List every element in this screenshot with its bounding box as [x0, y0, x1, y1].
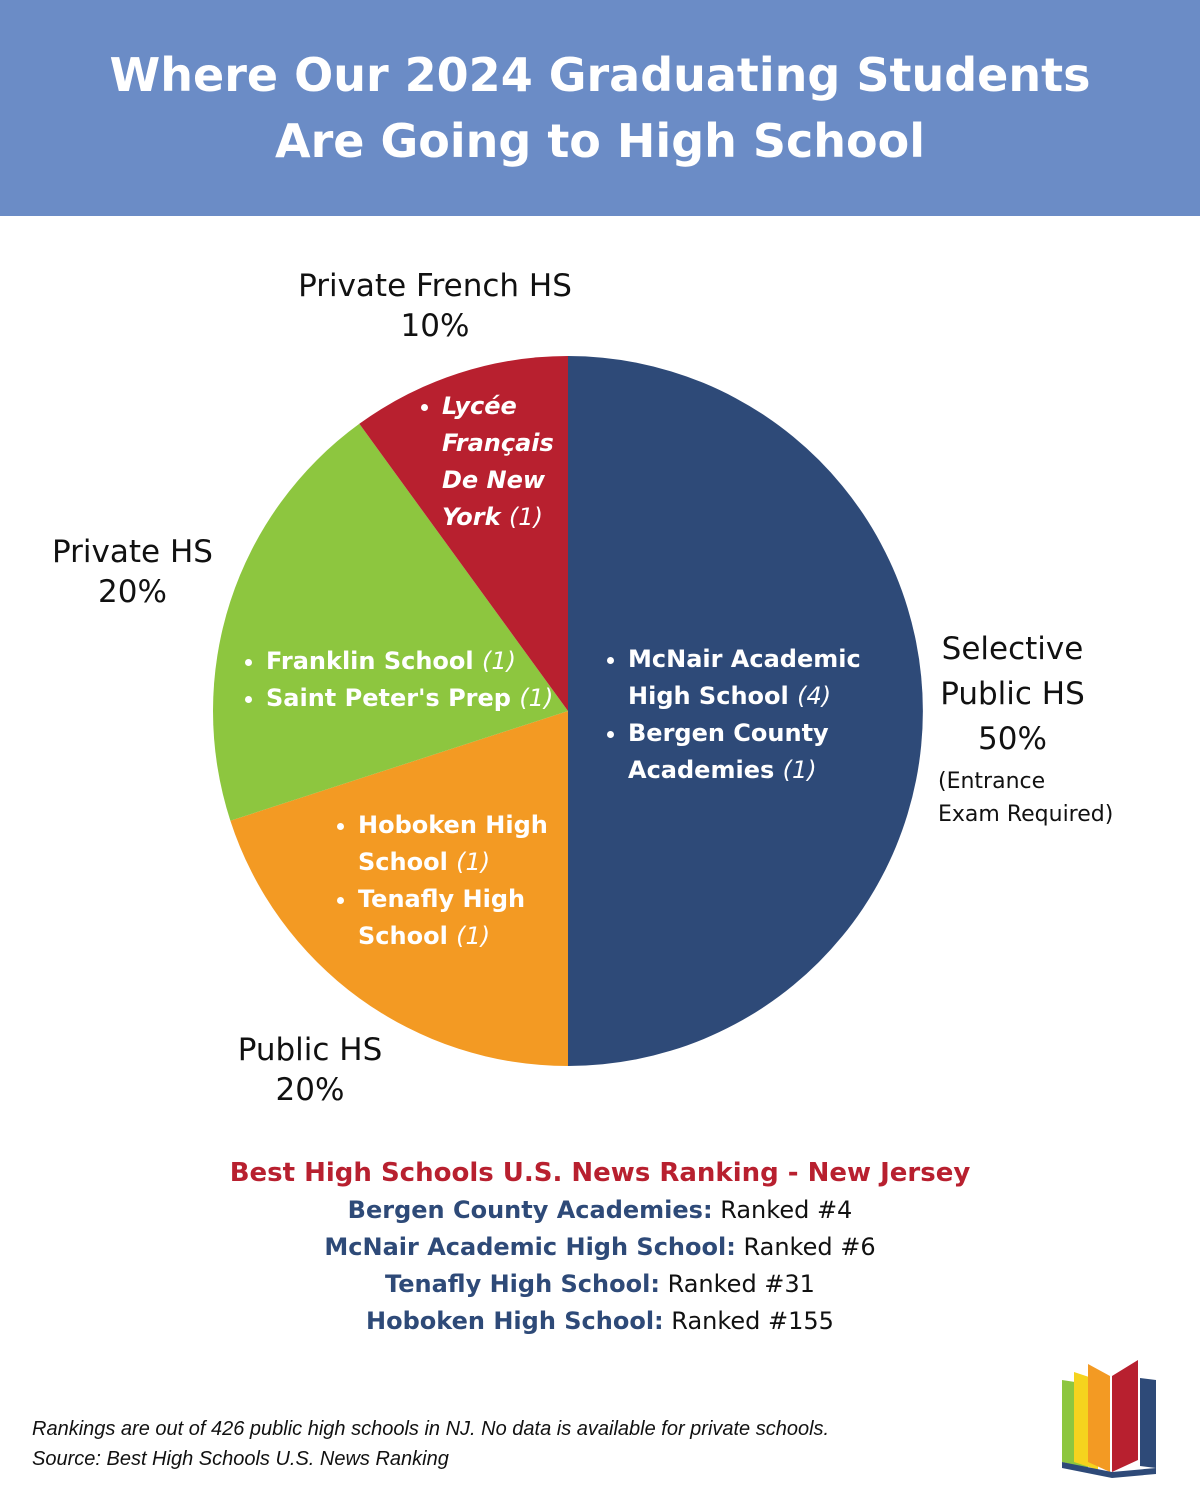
ranking-row: Tenafly High School: Ranked #31: [0, 1266, 1200, 1303]
slice-label-selective-percent: 50%: [978, 721, 1047, 757]
list-item: Franklin School (1): [266, 643, 553, 680]
list-item: Tenafly High School (1): [358, 881, 548, 955]
school-name-line: School: [358, 848, 448, 876]
slice-label-public-percent: 20%: [275, 1072, 345, 1108]
school-name-line: York: [442, 503, 501, 531]
ranking-heading: Best High Schools U.S. News Ranking - Ne…: [229, 1158, 971, 1188]
ranking-rank: Ranked #6: [743, 1233, 876, 1261]
school-name: Saint Peter's Prep: [266, 684, 511, 712]
school-name-line: Academies: [628, 756, 775, 784]
footer-line-2: Source: Best High Schools U.S. News Rank…: [32, 1448, 449, 1470]
slice-label-private-french-name: Private French HS: [298, 268, 572, 304]
school-list-selective: McNair Academic High School (4) Bergen C…: [600, 641, 861, 789]
entrance-exam-note-line2: Exam Required): [938, 802, 1114, 827]
slice-label-private-french: Private French HS 10%: [270, 266, 600, 346]
slice-label-private-name: Private HS: [52, 534, 213, 570]
school-count: (1): [782, 756, 817, 784]
school-name: Franklin School: [266, 647, 474, 675]
pie-slice-private-french: [359, 356, 568, 711]
school-name-line: McNair Academic: [628, 645, 861, 673]
slice-label-private-french-percent: 10%: [400, 308, 470, 344]
school-name-line: Tenafly High: [358, 885, 526, 913]
school-name-line: High School: [628, 682, 789, 710]
school-name-line: Hoboken High: [358, 811, 548, 839]
ranking-row: Bergen County Academies: Ranked #4: [0, 1192, 1200, 1229]
slice-label-private: Private HS 20%: [30, 532, 235, 612]
footer-note: Rankings are out of 426 public high scho…: [32, 1414, 1032, 1474]
school-count: (1): [508, 503, 543, 531]
list-item: McNair Academic High School (4): [628, 641, 861, 715]
book-page-orange: [1088, 1364, 1110, 1472]
school-name-line: De New: [442, 466, 546, 494]
ranking-section: Best High Schools U.S. News Ranking - Ne…: [0, 1155, 1200, 1340]
school-name-line: Bergen County: [628, 719, 829, 747]
slice-label-public-name: Public HS: [237, 1032, 383, 1068]
pie-chart: [213, 356, 923, 1066]
ranking-rank: Ranked #31: [667, 1270, 815, 1298]
list-item: Saint Peter's Prep (1): [266, 680, 553, 717]
pie-slice-public: [230, 711, 568, 1066]
slice-label-selective: Selective Public HS 50%: [920, 627, 1105, 762]
footer-line-1: Rankings are out of 426 public high scho…: [32, 1418, 830, 1440]
slice-label-selective-line1: Selective: [941, 631, 1084, 667]
title-line-2: Are Going to High School: [275, 114, 925, 168]
list-item: Hoboken High School (1): [358, 807, 548, 881]
pie-slice-private: [213, 423, 568, 821]
ranking-rank: Ranked #4: [720, 1196, 853, 1224]
school-count: (1): [456, 922, 491, 950]
ranking-school-name: McNair Academic High School:: [324, 1233, 736, 1261]
list-item: Bergen County Academies (1): [628, 715, 861, 789]
book-icon: [1062, 1360, 1156, 1478]
school-name-line: Lycée: [442, 392, 517, 420]
school-count: (1): [456, 848, 491, 876]
entrance-exam-note-line1: (Entrance: [938, 769, 1046, 794]
school-list-private-french: Lycée Français De New York (1): [414, 388, 554, 536]
slice-label-public: Public HS 20%: [210, 1030, 410, 1110]
list-item: Lycée Français De New York (1): [442, 388, 554, 536]
ranking-school-name: Hoboken High School:: [366, 1307, 664, 1335]
school-name-line: Français: [442, 429, 554, 457]
slice-label-selective-line2: Public HS: [940, 676, 1085, 712]
title-line-1: Where Our 2024 Graduating Students: [109, 48, 1091, 102]
ranking-row: McNair Academic High School: Ranked #6: [0, 1229, 1200, 1266]
title-banner: Where Our 2024 Graduating Students Are G…: [0, 0, 1200, 216]
ranking-row: Hoboken High School: Ranked #155: [0, 1303, 1200, 1340]
entrance-exam-note: (Entrance Exam Required): [938, 765, 1113, 831]
school-count: (1): [482, 647, 516, 675]
ranking-school-name: Tenafly High School:: [385, 1270, 660, 1298]
pie-slice-selective-public: [568, 356, 923, 1066]
school-list-private: Franklin School (1) Saint Peter's Prep (…: [238, 643, 553, 717]
school-name-line: School: [358, 922, 448, 950]
school-count: (4): [797, 682, 832, 710]
book-base: [1062, 1462, 1156, 1478]
ranking-school-name: Bergen County Academies:: [347, 1196, 713, 1224]
book-cover-blue: [1140, 1378, 1156, 1468]
slice-label-private-percent: 20%: [98, 574, 167, 610]
book-page-red: [1112, 1360, 1138, 1472]
school-list-public: Hoboken High School (1) Tenafly High Sch…: [330, 807, 548, 955]
ranking-rank: Ranked #155: [671, 1307, 834, 1335]
school-count: (1): [519, 684, 554, 712]
